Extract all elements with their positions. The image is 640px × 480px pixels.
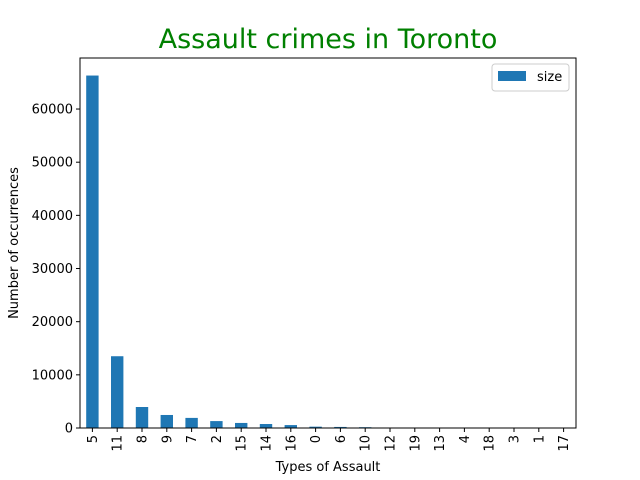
bar-2 bbox=[210, 421, 223, 428]
bar-6 bbox=[334, 426, 347, 428]
bar-14 bbox=[259, 424, 273, 428]
bar-7 bbox=[185, 417, 198, 428]
x-tick-label-18: 18 bbox=[483, 435, 498, 452]
x-axis: 5 11 8 9 7 2 15 14 16 0 6 10 12 19 13 4 18 3 1 17 bbox=[86, 428, 572, 452]
x-tick-label-2: 2 bbox=[210, 435, 225, 443]
legend-label: size bbox=[537, 70, 562, 85]
y-tick-label-50000: 50000 bbox=[32, 156, 73, 171]
bar-11 bbox=[111, 356, 124, 428]
bar-15 bbox=[235, 422, 248, 428]
y-tick-label-10000: 10000 bbox=[32, 368, 73, 383]
y-tick-label-0: 0 bbox=[65, 422, 73, 437]
x-tick-label-19: 19 bbox=[408, 435, 423, 452]
x-tick-label-9: 9 bbox=[160, 435, 175, 443]
bar-0 bbox=[309, 426, 322, 428]
y-tick-label-60000: 60000 bbox=[32, 103, 73, 118]
legend: size bbox=[491, 63, 570, 92]
x-tick-label-5: 5 bbox=[86, 435, 101, 443]
x-tick-label-13: 13 bbox=[433, 435, 448, 452]
x-tick-label-0: 0 bbox=[309, 435, 324, 443]
x-tick-label-16: 16 bbox=[284, 435, 299, 452]
x-tick-label-15: 15 bbox=[235, 435, 250, 452]
bar-16 bbox=[284, 425, 297, 428]
plot-frame bbox=[79, 57, 577, 429]
x-tick-label-8: 8 bbox=[136, 435, 151, 443]
x-tick-label-6: 6 bbox=[334, 435, 349, 443]
x-tick-label-12: 12 bbox=[384, 435, 399, 452]
y-tick-label-40000: 40000 bbox=[32, 209, 73, 224]
legend-box bbox=[491, 63, 570, 92]
x-tick-label-17: 17 bbox=[557, 435, 572, 452]
y-axis: 0 10000 20000 30000 40000 50000 60000 bbox=[32, 103, 80, 437]
bars-group bbox=[86, 75, 570, 429]
legend-swatch bbox=[498, 71, 526, 81]
x-tick-label-10: 10 bbox=[359, 435, 374, 452]
chart-title: Assault crimes in Toronto bbox=[159, 24, 498, 55]
y-axis-label: Number of occurrences bbox=[7, 167, 22, 319]
x-tick-label-14: 14 bbox=[260, 435, 275, 452]
y-tick-label-20000: 20000 bbox=[32, 315, 73, 330]
bar-5 bbox=[86, 75, 99, 429]
x-tick-label-7: 7 bbox=[185, 435, 200, 443]
x-tick-label-4: 4 bbox=[458, 435, 473, 443]
x-tick-label-11: 11 bbox=[111, 435, 126, 452]
y-tick-label-30000: 30000 bbox=[32, 262, 73, 277]
x-tick-label-1: 1 bbox=[532, 435, 547, 443]
x-tick-label-3: 3 bbox=[508, 435, 523, 443]
bar-8 bbox=[135, 407, 149, 428]
x-axis-label: Types of Assault bbox=[275, 460, 381, 475]
bar-9 bbox=[160, 414, 173, 428]
